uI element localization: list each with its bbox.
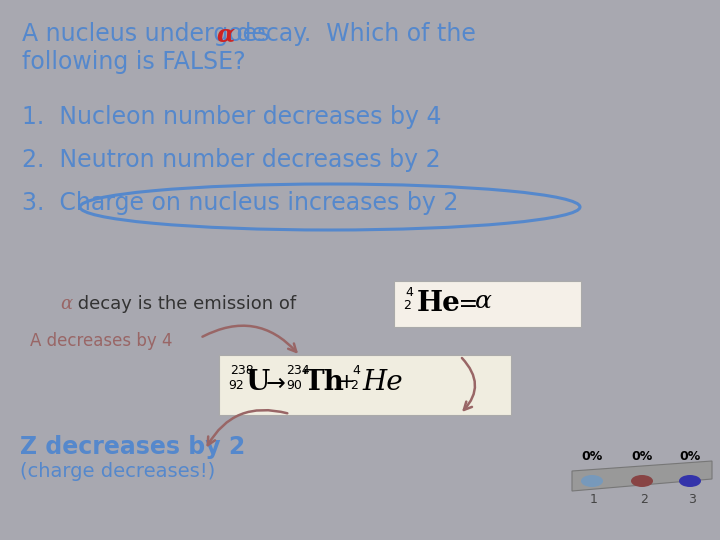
Text: A decreases by 4: A decreases by 4 (30, 332, 173, 350)
FancyArrowPatch shape (208, 410, 287, 445)
FancyBboxPatch shape (394, 281, 581, 327)
Text: Th: Th (304, 369, 345, 396)
FancyBboxPatch shape (219, 355, 511, 415)
Text: Z decreases by 2: Z decreases by 2 (20, 435, 246, 459)
Text: 3.  Charge on nucleus increases by 2: 3. Charge on nucleus increases by 2 (22, 191, 459, 215)
Text: 2.  Neutron number decreases by 2: 2. Neutron number decreases by 2 (22, 148, 441, 172)
Text: 2: 2 (403, 299, 411, 312)
Text: 0%: 0% (680, 450, 701, 463)
Text: 90: 90 (286, 379, 302, 392)
Text: =: = (451, 292, 486, 316)
Polygon shape (572, 461, 712, 491)
FancyArrowPatch shape (462, 358, 475, 410)
Text: →: → (266, 372, 286, 396)
Ellipse shape (631, 475, 653, 487)
Text: 3: 3 (688, 493, 696, 506)
Text: +: + (338, 372, 356, 392)
Text: 2: 2 (350, 379, 358, 392)
Ellipse shape (581, 475, 603, 487)
Text: 0%: 0% (631, 450, 652, 463)
Text: He: He (417, 290, 461, 317)
Text: 1: 1 (590, 493, 598, 506)
Text: 1.  Nucleon number decreases by 4: 1. Nucleon number decreases by 4 (22, 105, 441, 129)
Text: 92: 92 (228, 379, 244, 392)
Text: α: α (217, 22, 235, 46)
Text: α: α (60, 295, 72, 313)
FancyArrowPatch shape (202, 326, 296, 352)
Text: U: U (246, 369, 270, 396)
Text: A nucleus undergoes: A nucleus undergoes (22, 22, 277, 46)
Text: 0%: 0% (581, 450, 603, 463)
Text: α: α (475, 290, 492, 313)
Text: 2: 2 (640, 493, 648, 506)
Text: 234: 234 (286, 364, 310, 377)
Text: decay.  Which of the: decay. Which of the (229, 22, 476, 46)
Text: following is FALSE?: following is FALSE? (22, 50, 246, 74)
Text: (charge decreases!): (charge decreases!) (20, 462, 215, 481)
Ellipse shape (679, 475, 701, 487)
Text: He: He (362, 369, 402, 396)
Text: 238: 238 (230, 364, 253, 377)
Text: 4: 4 (352, 364, 360, 377)
Text: decay is the emission of: decay is the emission of (72, 295, 296, 313)
Text: 4: 4 (405, 286, 413, 299)
